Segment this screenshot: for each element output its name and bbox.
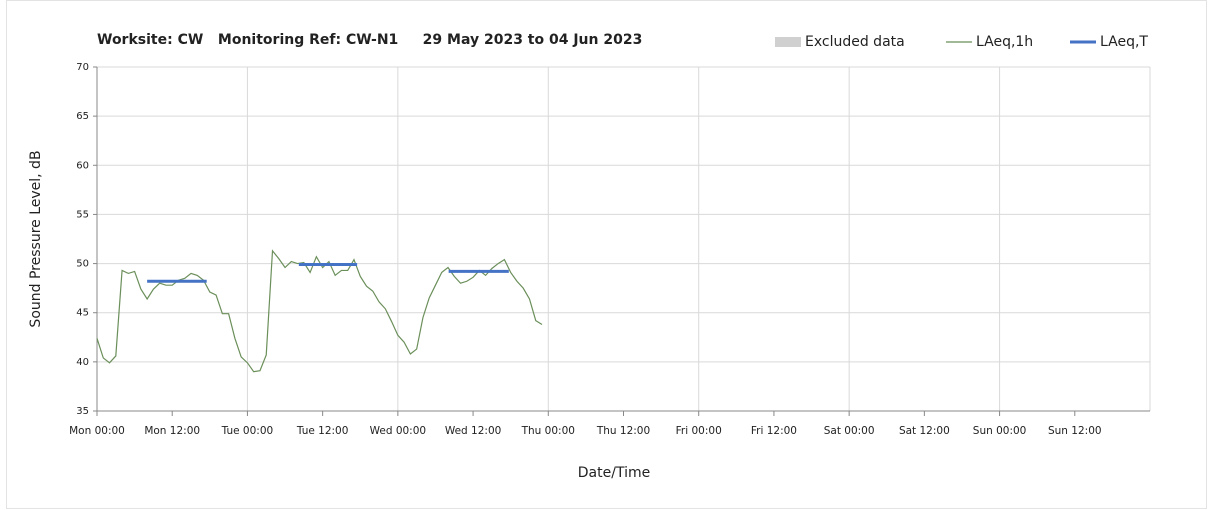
legend-swatch <box>775 37 801 47</box>
y-tick-label: 65 <box>76 111 89 122</box>
x-tick-label: Fri 12:00 <box>751 425 797 437</box>
x-tick-label: Thu 00:00 <box>521 425 575 437</box>
series-line <box>96 249 543 373</box>
x-tick-label: Sun 12:00 <box>1048 425 1102 437</box>
x-tick-label: Thu 12:00 <box>596 425 650 437</box>
y-tick-label: 35 <box>76 406 89 417</box>
legend-label: LAeq,T <box>1100 34 1148 50</box>
x-tick-label: Tue 12:00 <box>296 425 349 437</box>
x-axis-title: Date/Time <box>578 465 650 481</box>
x-tick-label: Sun 00:00 <box>973 425 1027 437</box>
x-tick-label: Sat 12:00 <box>899 425 950 437</box>
x-tick-label: Sat 00:00 <box>824 425 875 437</box>
x-tick-label: Mon 12:00 <box>144 425 200 437</box>
chart-title: Worksite: CW Monitoring Ref: CW-N1 29 Ma… <box>97 32 642 48</box>
x-tick-label: Fri 00:00 <box>676 425 722 437</box>
legend-label: Excluded data <box>805 34 905 50</box>
x-tick-label: Mon 00:00 <box>69 425 125 437</box>
y-tick-label: 55 <box>76 209 89 220</box>
y-tick-label: 50 <box>76 259 89 270</box>
y-tick-label: 45 <box>76 308 89 319</box>
y-tick-label: 40 <box>76 357 89 368</box>
y-axis-title: Sound Pressure Level, dB <box>28 150 44 327</box>
y-tick-label: 60 <box>76 160 89 171</box>
x-tick-label: Tue 00:00 <box>221 425 274 437</box>
x-tick-label: Wed 00:00 <box>370 425 427 437</box>
y-tick-label: 70 <box>76 62 89 73</box>
legend-label: LAeq,1h <box>976 34 1033 50</box>
frame <box>6 0 1207 509</box>
x-tick-label: Wed 12:00 <box>445 425 502 437</box>
